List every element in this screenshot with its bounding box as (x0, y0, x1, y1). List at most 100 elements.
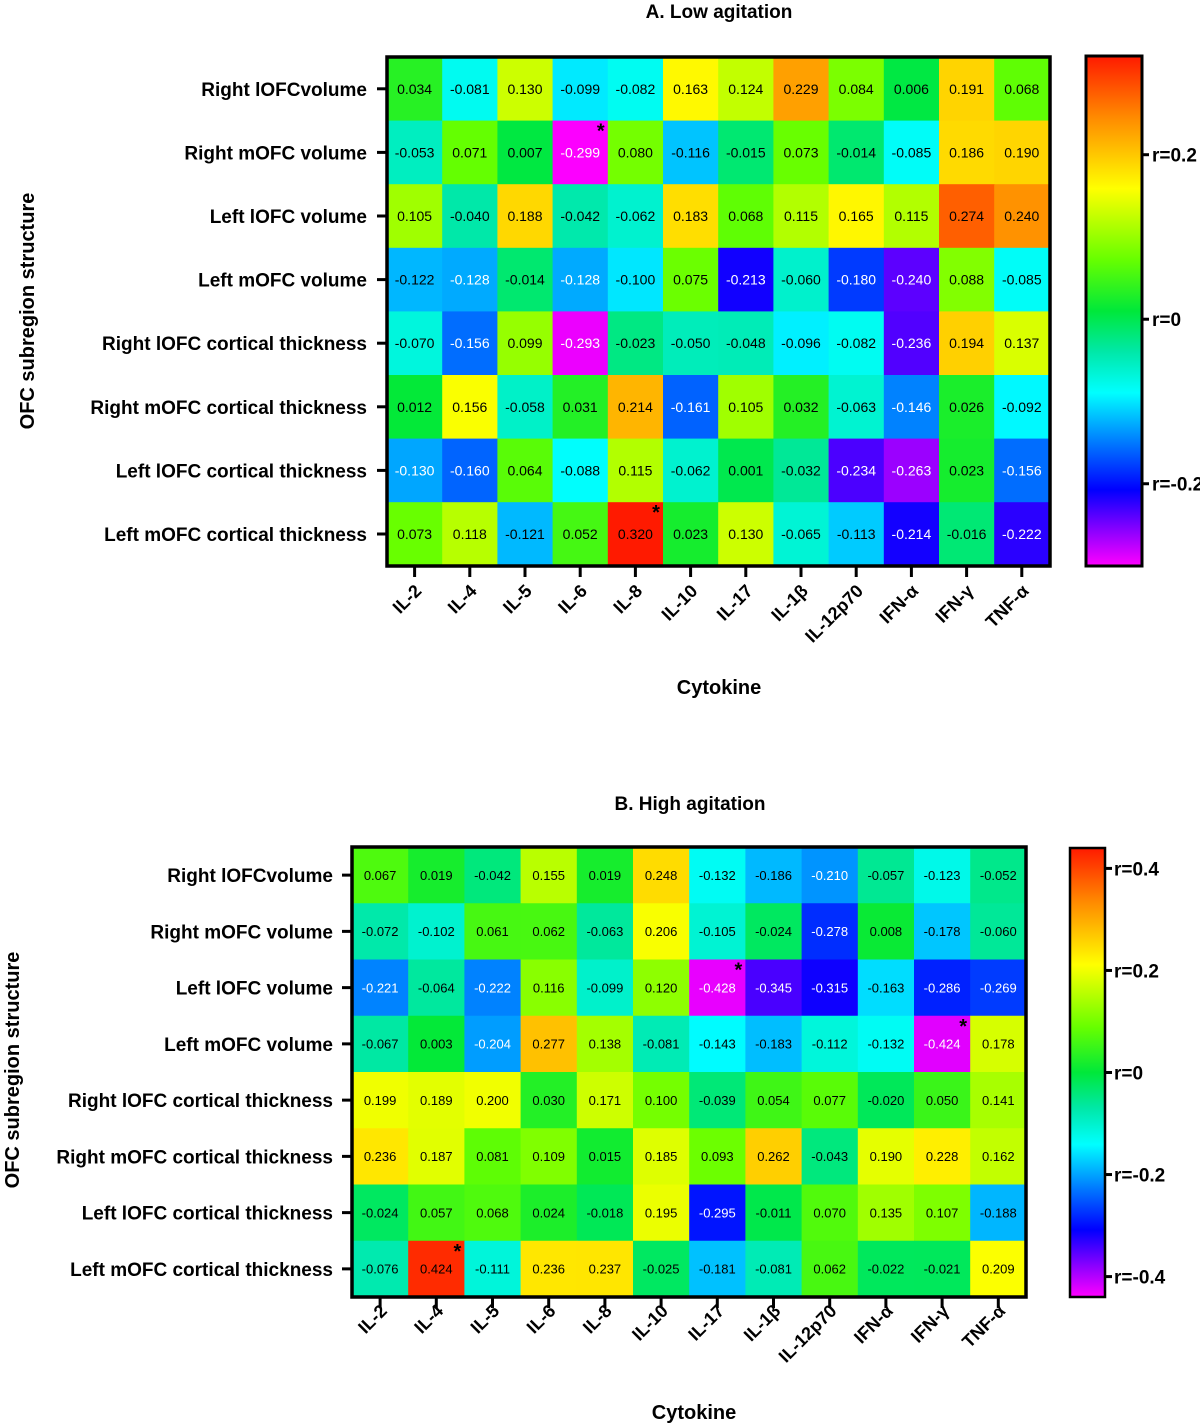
heatmap-cell (607, 311, 664, 376)
heatmap-cell (352, 959, 409, 1017)
heatmap-cell (464, 903, 522, 961)
cell-value: -0.278 (811, 924, 848, 939)
cell-value: -0.263 (892, 462, 932, 478)
cell-value: -0.222 (474, 980, 511, 995)
cell-value: -0.014 (505, 272, 545, 288)
cell-value: -0.128 (560, 272, 600, 288)
row-label: Left mOFC cortical thickness (70, 1260, 333, 1281)
cell-value: -0.132 (699, 868, 736, 883)
cell-value: 0.165 (839, 208, 874, 224)
heatmap-cell (883, 438, 940, 503)
significance-marker: * (454, 1241, 462, 1263)
cell-value: -0.088 (560, 462, 600, 478)
heatmap-cell (464, 1015, 522, 1073)
cell-value: 0.075 (673, 272, 708, 288)
cell-value: 0.012 (397, 399, 432, 415)
heatmap-cell (773, 375, 830, 440)
heatmap-cell (352, 1015, 409, 1073)
heatmap-cell (857, 1184, 915, 1242)
heatmap-cell (914, 1184, 971, 1242)
heatmap-cell (520, 959, 578, 1017)
cell-value: -0.014 (836, 144, 876, 160)
heatmap-cell (607, 120, 664, 185)
cell-value: -0.058 (505, 399, 545, 415)
column-label: IL-17 (713, 581, 757, 625)
cell-value: 0.099 (507, 335, 542, 351)
cell-value: -0.100 (616, 272, 656, 288)
heatmap-cell (520, 903, 578, 961)
cell-value: 0.032 (783, 399, 818, 415)
heatmap-cells: 0.067 0.019 -0.042 0.155 0.019 0.248 -0.132 -0.… (350, 845, 1028, 1299)
cell-value: 0.171 (589, 1093, 622, 1108)
cell-value: -0.121 (505, 526, 545, 542)
heatmap-cell (801, 903, 859, 961)
y-axis-label: OFC subregion structure (17, 193, 39, 430)
heatmap-cell (387, 375, 443, 440)
colorbar-ticks: r=0.2 r=0 r=-0.2 (1142, 146, 1200, 496)
column-label: IFN-γ (931, 581, 977, 627)
heatmap-cell (914, 1128, 971, 1186)
heatmap-cell (552, 311, 609, 376)
column-label: IL-2 (389, 581, 426, 618)
cell-value: -0.063 (586, 924, 623, 939)
row-label: Right lOFC cortical thickness (68, 1091, 333, 1112)
cell-value: -0.053 (395, 144, 435, 160)
cell-value: -0.040 (450, 208, 490, 224)
heatmap-cell (994, 120, 1050, 185)
cell-value: -0.020 (867, 1093, 904, 1108)
cell-value: 0.138 (589, 1037, 622, 1052)
heatmap-cell (970, 959, 1027, 1017)
cell-value: -0.070 (395, 335, 435, 351)
heatmap-cell (801, 1128, 859, 1186)
row-label: Left lOFC volume (176, 979, 333, 1000)
row-label: Right lOFCvolume (167, 866, 333, 887)
column-label: TNF-α (958, 1301, 1009, 1352)
cell-value: -0.043 (811, 1149, 848, 1164)
cell-value: -0.022 (867, 1262, 904, 1277)
cell-value: -0.240 (892, 272, 932, 288)
heatmap-cell (801, 847, 859, 904)
cell-value: 0.023 (949, 462, 984, 478)
cell-value: -0.204 (474, 1037, 511, 1052)
heatmap-cell (633, 1184, 690, 1242)
heatmap-cell (520, 1128, 578, 1186)
heatmap-cell (663, 375, 719, 440)
heatmap-cell (939, 57, 995, 122)
heatmap-cell (994, 247, 1050, 312)
heatmap-cell (994, 57, 1050, 122)
cell-value: -0.021 (924, 1262, 961, 1277)
column-label: IL-6 (554, 581, 591, 618)
colorbar-tick-label: r=0.2 (1114, 961, 1159, 982)
heatmap-cell (607, 57, 664, 122)
heatmap-cell (914, 959, 971, 1017)
cell-value: 0.115 (618, 462, 652, 478)
heatmap-cell (883, 311, 940, 376)
heatmap-cell (689, 959, 746, 1017)
heatmap-cell (970, 1072, 1027, 1129)
cell-value: 0.030 (532, 1093, 565, 1108)
heatmap-cell (970, 903, 1027, 961)
colorbar-tick-label: r=0.2 (1152, 146, 1197, 167)
cell-value: -0.299 (560, 144, 600, 160)
cell-value: 0.031 (563, 399, 598, 415)
cell-value: 0.008 (870, 924, 903, 939)
cell-value: 0.135 (870, 1205, 903, 1220)
cell-value: -0.315 (811, 980, 848, 995)
cell-value: 0.190 (1004, 144, 1039, 160)
column-labels: IL-2 IL-4 IL-5 IL-6 IL-8 IL-10 IL-17 IL-1βIL-12… (389, 566, 1033, 646)
cell-value: -0.015 (726, 144, 766, 160)
cell-value: 0.186 (949, 144, 984, 160)
heatmap-cell (607, 375, 664, 440)
cell-value: 0.105 (728, 399, 763, 415)
cell-value: 0.026 (949, 399, 984, 415)
cell-value: -0.081 (450, 81, 490, 97)
cell-value: -0.132 (867, 1037, 904, 1052)
heatmap-cell (464, 959, 522, 1017)
heatmap-cell (718, 120, 774, 185)
cell-value: 0.023 (673, 526, 708, 542)
cell-value: -0.111 (475, 1262, 510, 1277)
panel-title: B. High agitation (615, 794, 766, 815)
heatmap-cell (883, 57, 940, 122)
heatmap-cell (442, 438, 498, 503)
row-label: Right lOFC cortical thickness (102, 334, 367, 355)
